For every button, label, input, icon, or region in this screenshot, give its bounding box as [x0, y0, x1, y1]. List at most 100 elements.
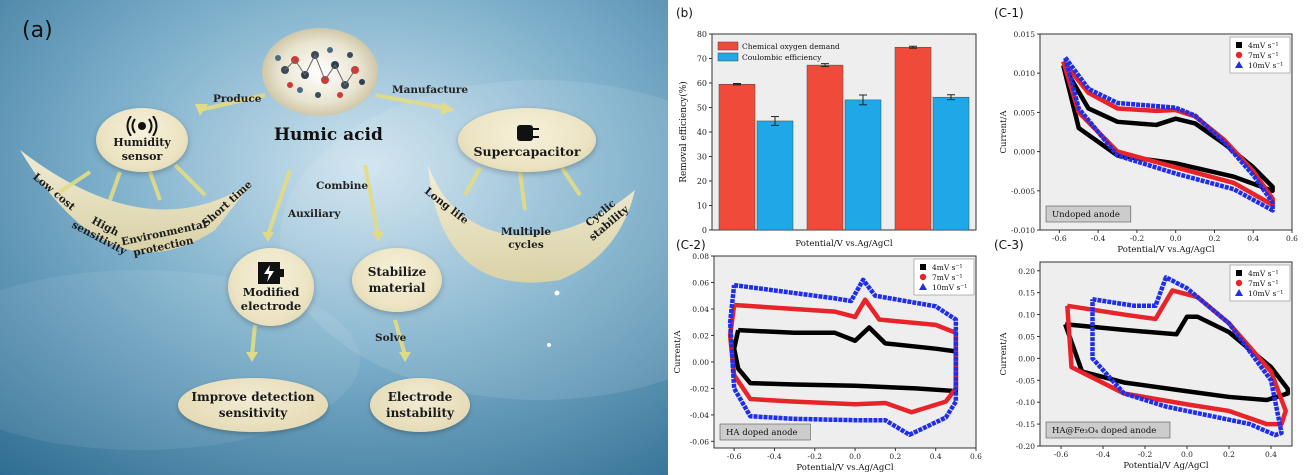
- prop-multiple-cycles: Multiple cycles: [500, 226, 552, 251]
- x-tick-label: 0.6: [970, 452, 982, 461]
- series-loop: [727, 297, 959, 415]
- humidity-sensor-title: Humidity sensor: [113, 136, 171, 163]
- y-axis-label: Removal efficiency(%): [678, 81, 689, 183]
- annotation-text: Undoped anode: [1052, 210, 1120, 220]
- x-tick-label: -0.6: [727, 452, 742, 461]
- y-tick-label: -0.06: [690, 437, 709, 446]
- panel-b-plot: 0 10 20 30 40 50 60 70 80 Chemical oxygen demand C…: [678, 30, 977, 249]
- series-loop: [1063, 56, 1275, 213]
- y-tick-label: 0.20: [1018, 267, 1035, 276]
- edge-auxiliary-label: Auxiliary: [288, 208, 341, 220]
- x-tick-label: 0.0: [849, 452, 861, 461]
- legend-label: Chemical oxygen demand: [742, 42, 840, 51]
- legend-label: 7mV s⁻¹: [932, 273, 963, 282]
- x-axis-label: Potential/V vs.Ag/AgCl: [796, 463, 893, 473]
- battery-icon: [258, 261, 284, 284]
- panel-c3-plot: -0.6 -0.4 -0.2 0.0 0.2 0.4 -0.20 -0.15 -0.10 -0.0…: [999, 261, 1293, 471]
- x-tick-label: 0.4: [1265, 450, 1277, 459]
- stabilize-material-node: Stabilize material: [352, 248, 442, 312]
- modified-electrode-title: Modified electrode: [240, 284, 302, 313]
- y-tick-label: 0.08: [692, 252, 709, 261]
- supercapacitor-node: Supercapacitor: [458, 108, 596, 172]
- humidity-sensor-node: Humidity sensor: [96, 108, 188, 172]
- y-tick-label: 0.010: [1014, 69, 1036, 78]
- y-tick-label: 0.005: [1014, 108, 1036, 117]
- improve-detection-title: Improve detection sensitivity: [191, 389, 315, 420]
- legend-marker: [919, 273, 927, 281]
- y-tick-label: 0.05: [1018, 332, 1035, 341]
- bar: [844, 99, 882, 231]
- panel-c3-label: (C-3): [994, 238, 1024, 252]
- panel-c2-label: (C-2): [676, 238, 706, 252]
- panel-a-label: (a): [22, 18, 53, 43]
- x-tick-label: 0.0: [1170, 234, 1182, 243]
- panel-b-label: (b): [676, 6, 693, 20]
- panel-c1-cv-chart: (C-1) -0.6 -0.4 -0.2 0.0 0.2 0.4 0.6 -0.010 -0.0…: [990, 4, 1306, 258]
- panel-a-schematic: (a) Humic acid Produce Manufacture Combi…: [0, 0, 668, 475]
- y-tick-label: -0.02: [690, 384, 709, 393]
- series-loop: [1061, 60, 1275, 208]
- annotation-bg: [719, 423, 811, 441]
- edge-combine-label: Combine: [316, 180, 369, 192]
- signal-waves-icon: [126, 116, 158, 137]
- x-tick-label: -0.2: [808, 452, 823, 461]
- stabilize-material-title: Stabilize material: [367, 264, 427, 295]
- legend-marker: [1236, 42, 1242, 48]
- x-tick-label: 0.2: [1223, 450, 1235, 459]
- x-tick-label: -0.6: [1052, 234, 1067, 243]
- series-loop: [727, 277, 959, 438]
- annotation-text: HA@Fe₃O₄ doped anode: [1052, 426, 1156, 436]
- legend-marker: [919, 283, 927, 290]
- x-tick-label: 0.4: [1247, 234, 1259, 243]
- legend-marker: [920, 264, 926, 270]
- y-tick-label: -0.005: [1011, 187, 1035, 196]
- y-tick-label: 0.15: [1018, 289, 1035, 298]
- series-loop: [1065, 288, 1288, 427]
- legend-label: 4mV s⁻¹: [932, 263, 963, 272]
- panel-c2-cv-chart: (C-2) -0.6 -0.4 -0.2 0.0 0.2 0.4 0.6 -0.06 -0.04…: [672, 236, 990, 474]
- edge-manufacture-label: Manufacture: [392, 84, 469, 96]
- panel-b-bar-chart: (b) 0 10 20 30 40 50 60 70 80 Chemical oxygen dem…: [672, 4, 986, 258]
- y-axis-label: Current/A: [673, 330, 683, 374]
- annotation-box: HA@Fe₃O₄ doped anode: [1045, 421, 1171, 439]
- legend-marker: [1235, 51, 1243, 59]
- y-tick-label: 80: [697, 30, 707, 39]
- y-tick-label: -0.15: [1016, 420, 1035, 429]
- annotation-bg: [1045, 421, 1171, 439]
- y-tick-label: 0.00: [692, 358, 709, 367]
- y-tick-label: -0.010: [1011, 226, 1035, 235]
- legend-label: 4mV s⁻¹: [1248, 41, 1279, 50]
- humic-acid-title: Humic acid: [274, 125, 383, 145]
- improve-detection-node: Improve detection sensitivity: [178, 378, 328, 432]
- bar: [756, 120, 794, 231]
- y-tick-label: 70: [697, 55, 707, 64]
- panel-c2-plot: -0.6 -0.4 -0.2 0.0 0.2 0.4 0.6 -0.06 -0.04 -0.02 0…: [673, 252, 982, 473]
- legend-label: 7mV s⁻¹: [1248, 51, 1279, 60]
- y-tick-label: 0.02: [692, 331, 709, 340]
- x-tick-label: 0.2: [889, 452, 901, 461]
- legend-label: 10mV s⁻¹: [1248, 61, 1283, 70]
- legend-marker: [1235, 289, 1243, 296]
- legend-label: Coulombic efficiency: [742, 53, 822, 62]
- electrode-instability-node: Electrode instability: [370, 378, 470, 432]
- x-tick-label: 0.6: [1286, 234, 1298, 243]
- legend-swatch: [717, 52, 739, 62]
- y-tick-label: -0.10: [1016, 398, 1035, 407]
- legend-marker: [1235, 279, 1243, 287]
- annotation-text: HA doped anode: [726, 428, 798, 438]
- panel-c3-cv-chart: (C-3) -0.6 -0.4 -0.2 0.0 0.2 0.4 -0.20 -0.15 -0.…: [990, 236, 1306, 474]
- y-tick-label: 0.000: [1014, 148, 1036, 157]
- panel-c1-plot: -0.6 -0.4 -0.2 0.0 0.2 0.4 0.6 -0.010 -0.005 0.00…: [999, 30, 1298, 255]
- legend-label: 10mV s⁻¹: [1248, 289, 1283, 298]
- series-loop: [1090, 275, 1284, 438]
- bar: [932, 96, 970, 231]
- y-axis-label: Current/A: [999, 110, 1009, 154]
- modified-electrode-node: Modified electrode: [228, 248, 314, 326]
- electrode-instability-title: Electrode instability: [386, 389, 454, 420]
- x-tick-label: -0.2: [1130, 234, 1145, 243]
- bar: [718, 83, 756, 231]
- y-tick-label: 10: [697, 202, 707, 211]
- x-axis-label: Potential/V Ag/AgCl: [1123, 461, 1209, 471]
- bar: [894, 46, 932, 231]
